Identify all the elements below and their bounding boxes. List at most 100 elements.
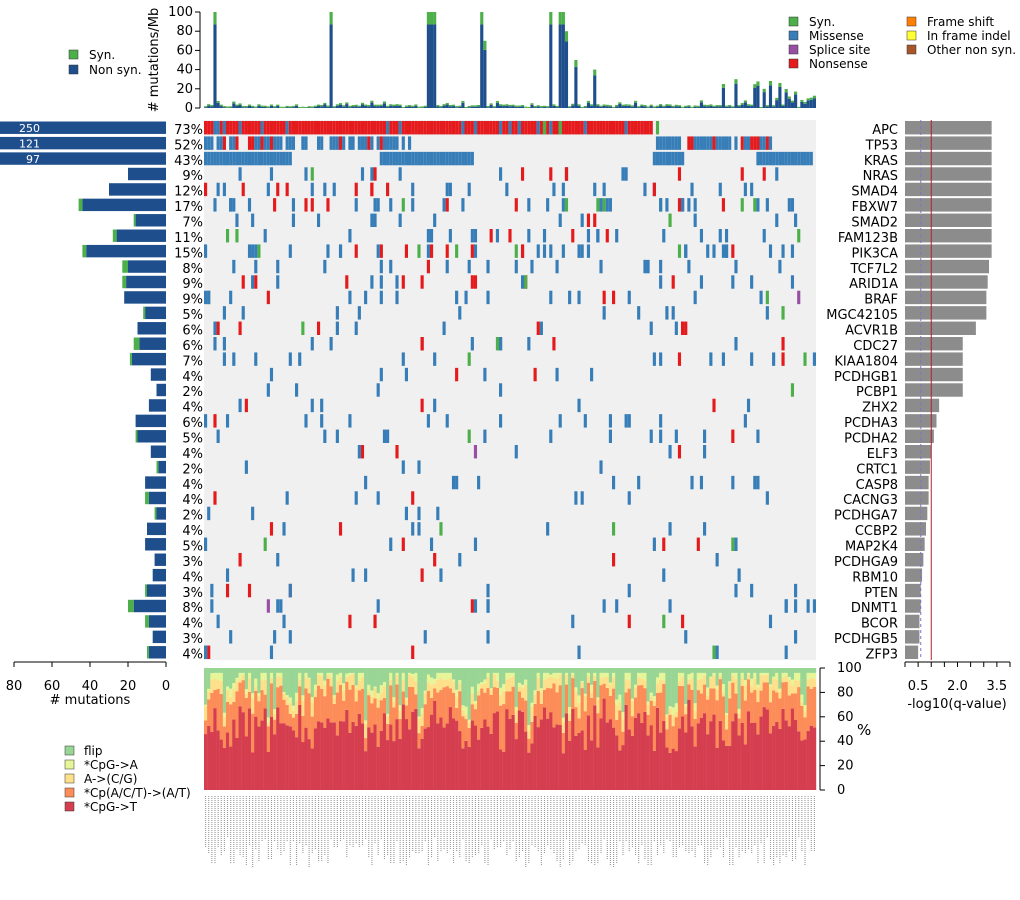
mutation-cell bbox=[338, 136, 343, 150]
spectrum-segment bbox=[276, 672, 280, 677]
mutation-cell bbox=[338, 522, 343, 536]
spectrum-segment bbox=[637, 668, 641, 673]
top-bar-nonsyn bbox=[737, 106, 741, 108]
spectrum-segment bbox=[477, 739, 481, 790]
spectrum-segment bbox=[376, 668, 380, 694]
top-bar-syn bbox=[216, 100, 220, 103]
spectrum-segment bbox=[505, 672, 509, 680]
spectrum-segment bbox=[552, 672, 556, 678]
mutation-cell bbox=[232, 352, 236, 366]
spectrum-segment bbox=[724, 714, 729, 730]
spectrum-segment bbox=[649, 700, 653, 726]
mutation-cell bbox=[753, 198, 757, 212]
spectrum-segment bbox=[357, 680, 362, 691]
spectrum-segment bbox=[753, 672, 757, 679]
top-bar-syn bbox=[451, 104, 456, 107]
spectrum-segment bbox=[803, 705, 807, 712]
mutation-cell bbox=[809, 151, 813, 166]
spectrum-segment bbox=[571, 678, 575, 709]
top-bar-syn bbox=[247, 104, 252, 106]
mutation-cell bbox=[433, 553, 437, 567]
mutation-cell bbox=[279, 151, 283, 166]
spectrum-segment bbox=[411, 676, 415, 688]
top-bar-syn bbox=[307, 106, 311, 108]
mutation-cell bbox=[229, 290, 233, 305]
mutation-cell bbox=[279, 136, 283, 150]
spectrum-segment bbox=[637, 685, 641, 714]
mutation-cell bbox=[225, 229, 230, 243]
spectrum-segment bbox=[715, 747, 719, 790]
top-tick-label: 60 bbox=[176, 43, 193, 58]
spectrum-segment bbox=[643, 711, 647, 790]
spectrum-segment bbox=[461, 748, 465, 790]
spectrum-segment bbox=[313, 689, 318, 698]
top-bar-nonsyn bbox=[693, 106, 697, 108]
mutation-cell bbox=[753, 136, 757, 150]
top-bar-syn bbox=[659, 104, 663, 106]
spectrum-segment bbox=[681, 716, 685, 790]
spectrum-segment bbox=[241, 680, 245, 713]
mutation-cell bbox=[612, 121, 616, 135]
spectrum-segment bbox=[596, 747, 600, 790]
spectrum-segment bbox=[477, 695, 481, 740]
spectrum-segment bbox=[216, 689, 220, 731]
spectrum-segment bbox=[615, 735, 619, 790]
spectrum-segment bbox=[395, 684, 399, 720]
spectrum-segment bbox=[473, 700, 478, 704]
top-bar-nonsyn bbox=[207, 105, 211, 108]
mutation-cell bbox=[681, 151, 685, 166]
spectrum-segment bbox=[332, 668, 337, 696]
mutation-cell bbox=[411, 182, 415, 197]
spectrum-segment bbox=[555, 672, 559, 679]
spectrum-segment bbox=[605, 668, 610, 673]
spectrum-segment bbox=[558, 672, 562, 675]
top-bar-syn bbox=[520, 105, 525, 107]
spectrum-segment bbox=[533, 694, 537, 704]
mutation-cell bbox=[489, 229, 493, 243]
mutation-cell bbox=[282, 151, 286, 166]
mutation-cell bbox=[790, 244, 795, 258]
mutation-cell bbox=[238, 151, 242, 166]
mutation-cell bbox=[222, 136, 226, 150]
mutation-cell bbox=[781, 306, 785, 320]
top-bar-nonsyn bbox=[364, 105, 368, 108]
spectrum-legend-label: *CpG->A bbox=[84, 758, 139, 772]
spectrum-segment bbox=[364, 720, 368, 724]
q-value-bar bbox=[905, 614, 920, 629]
spectrum-segment bbox=[442, 668, 446, 673]
mutation-cell bbox=[216, 429, 220, 443]
mutation-cell bbox=[235, 136, 239, 150]
gene-name: PCDHGA7 bbox=[834, 509, 898, 524]
spectrum-segment bbox=[721, 692, 726, 697]
spectrum-segment bbox=[681, 672, 685, 677]
mutation-cell bbox=[222, 121, 226, 135]
top-bar-nonsyn bbox=[455, 107, 459, 108]
top-bar-syn bbox=[743, 100, 747, 103]
spectrum-segment bbox=[571, 674, 575, 679]
mutation-cell bbox=[734, 537, 738, 551]
top-bar-syn bbox=[602, 104, 606, 106]
top-bar-syn bbox=[564, 31, 569, 42]
spectrum-segment bbox=[502, 668, 506, 685]
left-count-label: 121 bbox=[19, 137, 40, 150]
mutation-cell bbox=[461, 121, 465, 135]
mutation-cell bbox=[659, 352, 663, 366]
mutation-cell bbox=[238, 167, 242, 181]
spectrum-segment bbox=[618, 694, 622, 703]
spectrum-segment bbox=[502, 690, 506, 705]
top-bar-syn bbox=[649, 104, 653, 107]
spectrum-segment bbox=[586, 715, 591, 790]
mutation-cell bbox=[781, 337, 785, 351]
spectrum-segment bbox=[379, 685, 384, 693]
spectrum-segment bbox=[743, 685, 748, 701]
mutation-cell bbox=[310, 337, 314, 351]
mutation-cell bbox=[404, 151, 408, 166]
mutation-cell bbox=[750, 136, 754, 150]
mutation-cell bbox=[756, 429, 760, 443]
spectrum-segment bbox=[580, 730, 584, 790]
gene-name: CACNG3 bbox=[843, 493, 898, 508]
mutation-cell bbox=[627, 414, 631, 428]
spectrum-segment bbox=[351, 668, 355, 673]
mutation-cell bbox=[499, 167, 503, 181]
mutation-cell bbox=[429, 537, 434, 551]
